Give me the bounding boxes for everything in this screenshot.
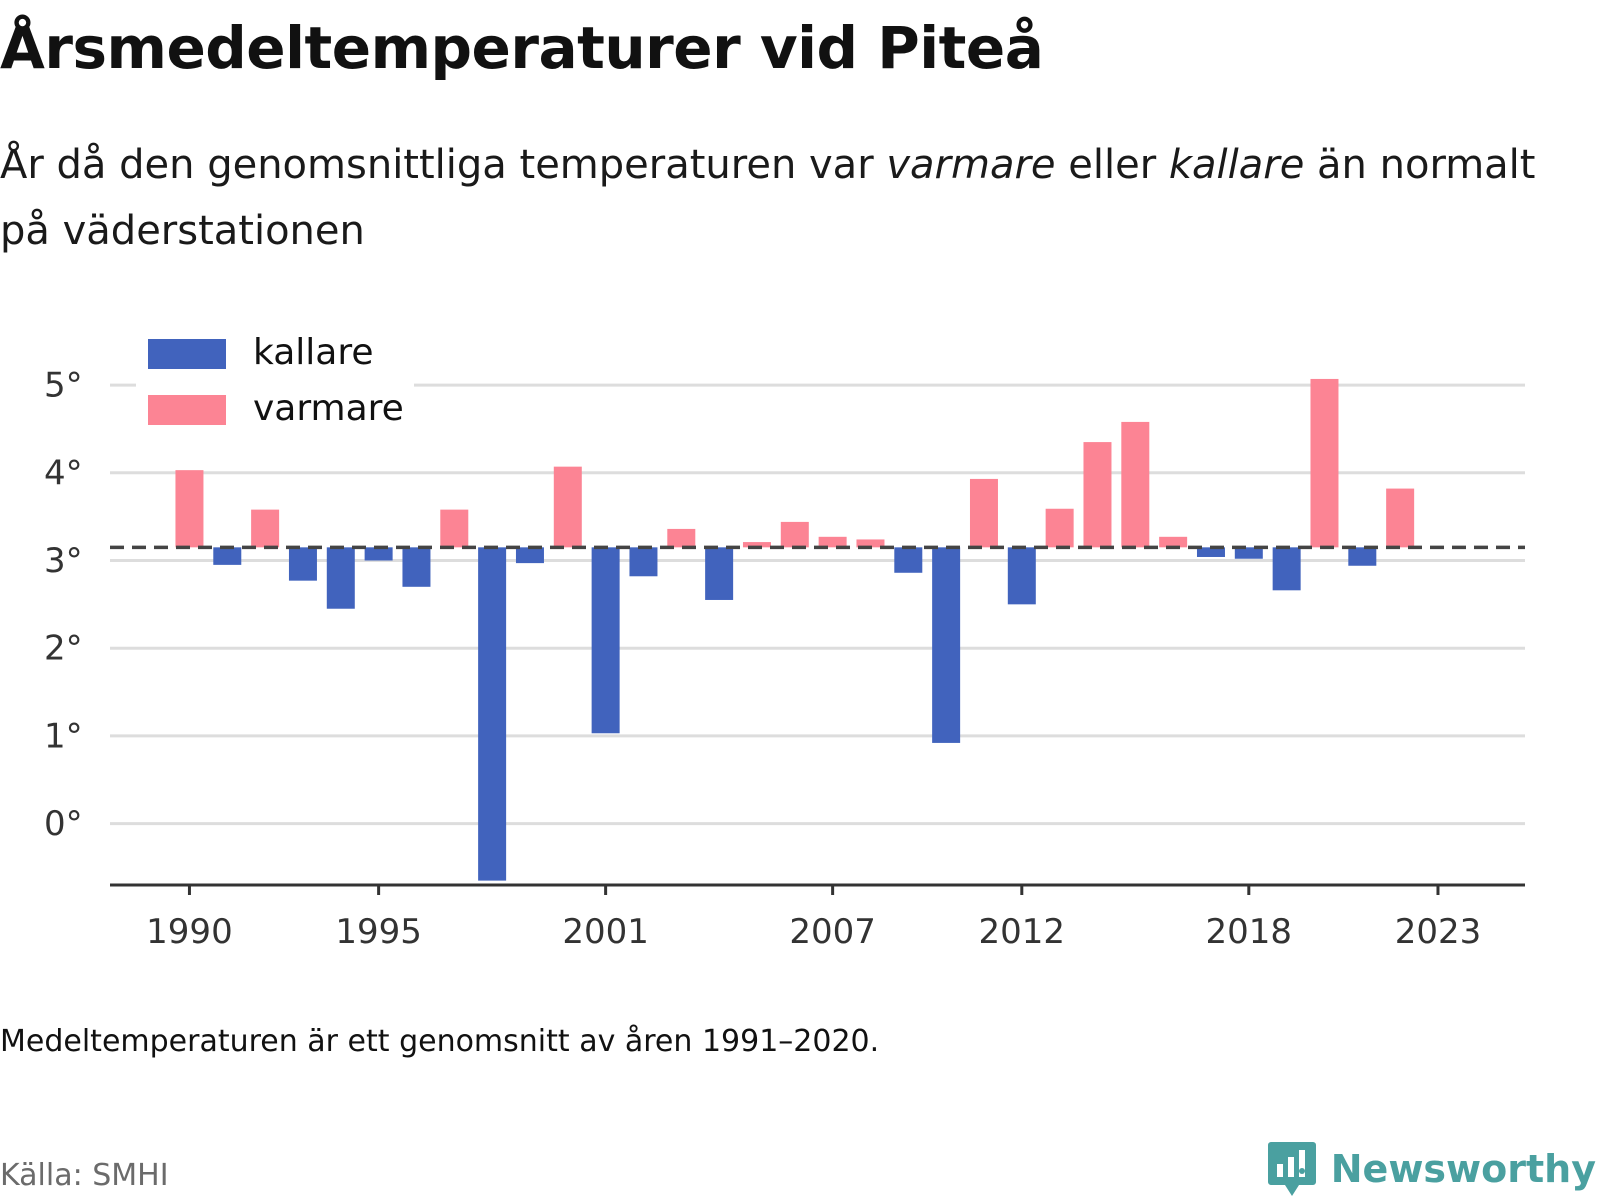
brand-name: Newsworthy (1330, 1147, 1596, 1191)
bar-2017 (1196, 547, 1225, 557)
subtitle-emphasis-colder: kallare (1168, 142, 1305, 188)
bar-2014 (1083, 442, 1112, 548)
bar-1992 (251, 509, 280, 548)
bar-2002 (629, 547, 658, 577)
bar-1996 (402, 547, 431, 587)
brand-logo: Newsworthy (1267, 1140, 1596, 1198)
subtitle-text-2: eller (1055, 142, 1169, 188)
y-tick-label: 5° (44, 366, 83, 406)
subtitle-text-1: År då den genomsnittliga temperaturen va… (0, 142, 887, 188)
subtitle-emphasis-warmer: varmare (886, 142, 1056, 188)
bar-2011 (969, 478, 998, 548)
bar-2019 (1272, 547, 1301, 591)
y-tick-label: 4° (44, 453, 83, 493)
bar-2016 (1159, 536, 1188, 548)
source-credit: Källa: SMHI (0, 1158, 169, 1193)
bar-1999 (515, 547, 544, 564)
x-tick-label: 2012 (979, 912, 1066, 952)
bar-2022 (1386, 488, 1415, 548)
bar-1991 (213, 547, 242, 565)
bar-1997 (440, 509, 469, 548)
y-tick-label: 1° (44, 716, 83, 756)
bar-2003 (667, 528, 696, 548)
bar-1994 (326, 547, 355, 609)
x-tick-label: 1990 (146, 912, 233, 952)
bar-2018 (1234, 547, 1263, 559)
legend: kallare varmare (136, 330, 414, 448)
footnote: Medeltemperaturen är ett genomsnitt av å… (0, 1024, 880, 1059)
bar-2008 (856, 539, 885, 548)
bar-2012 (1007, 547, 1036, 605)
bar-2007 (818, 536, 847, 548)
legend-label-varmare: varmare (253, 388, 404, 429)
newsworthy-logo-icon (1267, 1142, 1316, 1196)
temperature-bar-chart: 0° 1° 2° 3° 4° 5° 1990 1995 2001 2007 2012 2018 202… (44, 330, 1525, 952)
legend-swatch-varmare (148, 395, 226, 425)
x-tick-label: 2001 (562, 912, 649, 952)
bar-1995 (364, 547, 393, 561)
y-tick-label: 3° (44, 541, 83, 581)
x-axis: 1990 1995 2001 2007 2012 2018 2023 (110, 883, 1525, 952)
x-tick-label: 2018 (1206, 912, 1293, 952)
bar-2004 (705, 547, 734, 600)
subtitle-text-3: än normalt på väderstationen (0, 142, 1536, 254)
bar-2021 (1348, 547, 1377, 566)
bar-1998 (478, 547, 507, 881)
x-tick-label: 2007 (789, 912, 876, 952)
bar-1990 (175, 470, 204, 548)
bar-2010 (932, 547, 961, 743)
bar-2013 (1045, 508, 1074, 548)
bar-2005 (742, 542, 771, 548)
chart-title: Årsmedeltemperaturer vid Piteå (0, 14, 1044, 82)
chart-subtitle: År då den genomsnittliga temperaturen va… (0, 132, 1560, 264)
y-tick-label: 2° (44, 629, 83, 669)
legend-label-kallare: kallare (253, 332, 374, 373)
bar-2001 (591, 547, 620, 734)
y-tick-label: 0° (44, 804, 83, 844)
bar-layer (175, 378, 1415, 881)
bar-1993 (288, 547, 317, 581)
bar-2006 (780, 521, 809, 548)
bar-2000 (553, 466, 582, 548)
bar-2020 (1310, 378, 1339, 548)
x-tick-label: 1995 (335, 912, 422, 952)
bar-2015 (1121, 421, 1150, 548)
legend-swatch-kallare (148, 339, 226, 369)
x-tick-label: 2023 (1395, 912, 1482, 952)
bar-2009 (894, 547, 923, 573)
